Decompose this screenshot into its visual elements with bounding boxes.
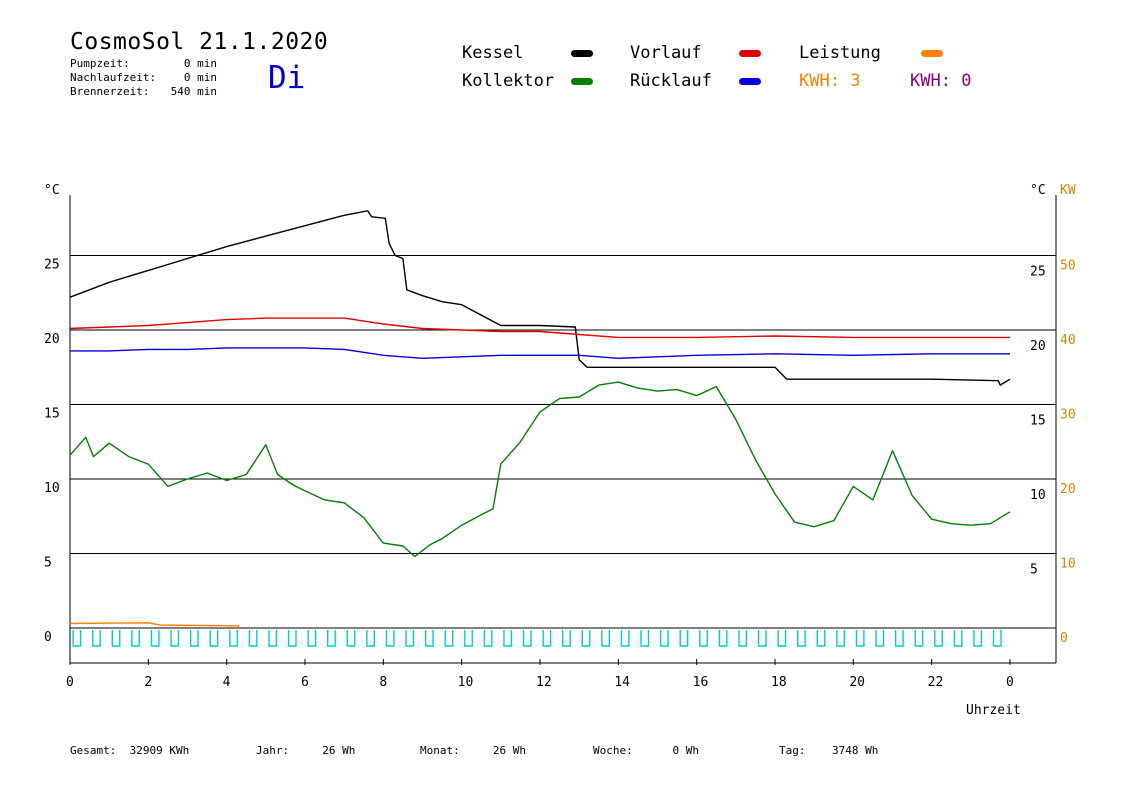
info-label: Nachlaufzeit:: [70, 71, 157, 84]
footer-tag: Tag: 3748 Wh: [779, 744, 878, 757]
x-tick-label: 22: [928, 675, 944, 690]
page-title: CosmoSol 21.1.2020: [70, 29, 329, 55]
info-brennerzeit: Brennerzeit: 540 min: [70, 85, 217, 99]
x-tick-label: 4: [223, 675, 231, 690]
legend-kessel-label: Kessel: [462, 43, 524, 63]
footer-label: Gesamt:: [70, 744, 117, 757]
series-line-5: [72, 630, 1002, 647]
kwh-value: 3: [850, 71, 861, 91]
footer-label: Woche:: [593, 744, 633, 757]
footer-jahr: Jahr: 26 Wh: [256, 744, 355, 757]
info-value: 540 min: [170, 85, 217, 98]
series-vorlauf: [69, 317, 1010, 339]
info-label: Brennerzeit:: [70, 85, 150, 98]
info-value: 0 min: [183, 71, 217, 84]
legend-ruecklauf-swatch: [739, 78, 761, 85]
y-tick-label-left: 10: [44, 481, 60, 496]
kwh-label: KWH:: [799, 71, 840, 91]
x-tick-label: 6: [301, 675, 309, 690]
weekday-label: Di: [268, 60, 306, 96]
kwh-value: 0: [961, 71, 972, 91]
y-tick-label-power: 20: [1060, 482, 1076, 497]
y-tick-label-power: 0: [1060, 631, 1068, 646]
series-r-cklauf: [70, 347, 1010, 359]
y-tick-label-left: 15: [44, 407, 60, 422]
x-tick-label: 2: [144, 675, 152, 690]
legend-leistung-swatch: [921, 50, 943, 57]
footer-value: 0 Wh: [672, 744, 700, 757]
x-axis-label: Uhrzeit: [966, 703, 1021, 718]
legend-kessel-swatch: [571, 50, 593, 57]
x-tick-label: 20: [849, 675, 865, 690]
legend-kwh-2: KWH: 0: [910, 71, 971, 91]
legend-vorlauf-label: Vorlauf: [630, 43, 702, 63]
footer-value: 26 Wh: [492, 744, 526, 757]
info-label: Pumpzeit:: [70, 57, 130, 70]
y-tick-label-power: 50: [1060, 259, 1076, 274]
footer-gesamt: Gesamt: 32909 KWh: [70, 744, 189, 757]
y-tick-label-right: 10: [1030, 488, 1046, 503]
y-tick-label-right: 5: [1030, 563, 1038, 578]
y-tick-label-left: 25: [44, 258, 60, 273]
legend-ruecklauf-label: Rücklauf: [630, 71, 712, 91]
x-tick-label: 0: [66, 675, 74, 690]
footer-value: 32909 KWh: [129, 744, 190, 757]
series-kollektor: [69, 381, 1011, 558]
footer-label: Jahr:: [256, 744, 290, 757]
x-tick-label: 14: [614, 675, 630, 690]
footer-value: 3748 Wh: [832, 744, 879, 757]
info-value: 0 min: [183, 57, 217, 70]
y-axis-unit-right: °C: [1030, 183, 1046, 198]
x-tick-label: 18: [771, 675, 787, 690]
x-tick-label: 16: [693, 675, 709, 690]
footer-label: Monat:: [420, 744, 460, 757]
series-leistung: [69, 622, 240, 628]
kwh-label: KWH:: [910, 71, 951, 91]
series-kessel: [69, 210, 1011, 386]
legend-kollektor-swatch: [571, 78, 593, 85]
y-tick-label-left: 5: [44, 556, 52, 571]
x-tick-label: 8: [379, 675, 387, 690]
legend-kollektor-label: Kollektor: [462, 71, 555, 91]
y-axis-unit-power: KW: [1060, 183, 1076, 198]
y-tick-label-right: 25: [1030, 265, 1046, 280]
x-tick-label: 12: [536, 675, 552, 690]
x-tick-label: 10: [458, 675, 474, 690]
x-tick-label: 0: [1006, 675, 1014, 690]
y-tick-label-right: 20: [1030, 339, 1046, 354]
y-tick-label-power: 40: [1060, 333, 1076, 348]
y-tick-label-power: 10: [1060, 557, 1076, 572]
y-tick-label-right: 15: [1030, 414, 1046, 429]
info-nachlaufzeit: Nachlaufzeit: 0 min: [70, 71, 217, 85]
y-axis-unit-left: °C: [44, 183, 60, 198]
footer-monat: Monat: 26 Wh: [420, 744, 526, 757]
footer-label: Tag:: [779, 744, 806, 757]
legend-kwh-1: KWH: 3: [799, 71, 860, 91]
legend-leistung-label: Leistung: [799, 43, 881, 63]
footer-woche: Woche: 0 Wh: [593, 744, 699, 757]
y-tick-label-left: 20: [44, 332, 60, 347]
y-tick-label-power: 30: [1060, 408, 1076, 423]
footer-value: 26 Wh: [322, 744, 356, 757]
y-tick-label-left: 0: [44, 630, 52, 645]
legend-vorlauf-swatch: [739, 50, 761, 57]
info-pumpzeit: Pumpzeit: 0 min: [70, 57, 217, 71]
